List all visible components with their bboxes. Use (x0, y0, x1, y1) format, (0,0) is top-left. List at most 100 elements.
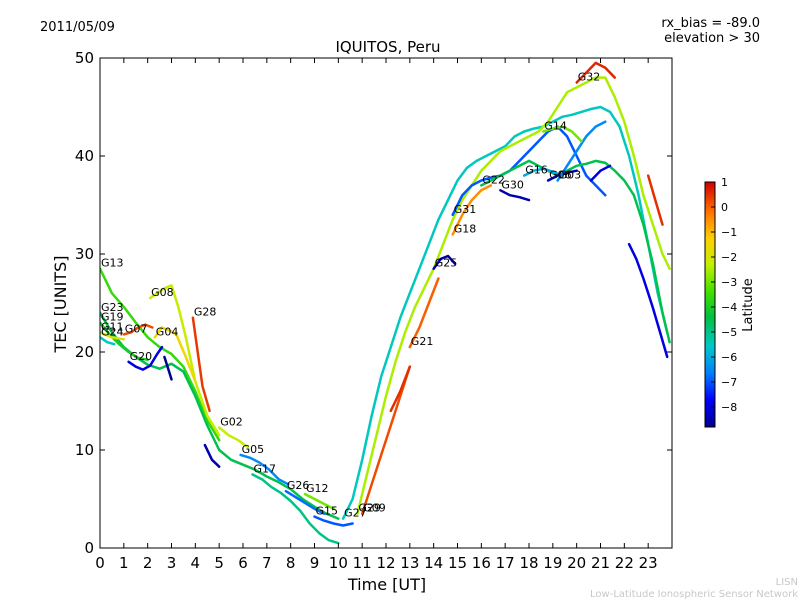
series-line-g25 (432, 254, 457, 270)
x-tick-label: 4 (191, 554, 201, 572)
x-tick-label: 18 (519, 554, 538, 572)
colorbar-tick-label: −8 (721, 401, 737, 414)
series-line-g24 (100, 336, 116, 346)
x-tick-label: 22 (615, 554, 634, 572)
x-tick-label: 10 (329, 554, 348, 572)
series-line-g05 (239, 453, 290, 486)
series-line-g09 (360, 365, 412, 515)
date-label: 2011/05/09 (40, 20, 115, 35)
series-line-g32 (575, 61, 617, 84)
x-tick-label: 3 (167, 554, 177, 572)
x-tick-label: 15 (448, 554, 467, 572)
bias-label: rx_bias = -89.0 (661, 16, 760, 31)
series-line-g18 (451, 184, 493, 236)
series-label-g08: G08 (151, 286, 174, 299)
colorbar-tick-label: 0 (721, 201, 728, 214)
series-label-g23: G23 (101, 301, 124, 314)
x-tick-label: 23 (639, 554, 658, 572)
series-line-g30 (499, 189, 531, 202)
colorbar-tick-label: −7 (721, 376, 737, 389)
x-tick-label: 16 (472, 554, 491, 572)
series-label-g21: G21 (411, 335, 434, 348)
y-axis-title: TEC [UNITS] (51, 256, 70, 354)
series-line-g11 (100, 331, 126, 341)
x-tick-label: 19 (543, 554, 562, 572)
series-label-g25: G25 (435, 257, 458, 270)
colorbar-tick-label: −2 (721, 251, 737, 264)
series-line-g22 (480, 159, 671, 344)
series-label-g18: G18 (454, 222, 477, 235)
colorbar-gradient (704, 181, 716, 428)
series-line-g08 (148, 284, 221, 437)
x-tick-label: 7 (262, 554, 272, 572)
x-tick-label: 6 (238, 554, 248, 572)
series-label-g32: G32 (578, 71, 601, 84)
series-line-g02 (217, 426, 250, 449)
plot-frame (99, 57, 673, 549)
y-tick-label: 10 (75, 441, 94, 459)
series-label-g27: G27 (344, 507, 367, 520)
series-label-g05: G05 (242, 443, 265, 456)
series-line-g12 (303, 492, 335, 511)
series-label-g20: G20 (130, 350, 153, 363)
series-line-g07 (122, 323, 154, 336)
colorbar-tick-label: 1 (721, 176, 728, 189)
x-tick-label: 5 (214, 554, 224, 572)
series-label-g04: G04 (156, 325, 179, 338)
series-line-g26 (284, 489, 326, 515)
series-label-g30: G30 (501, 178, 524, 191)
x-tick-label: 8 (286, 554, 296, 572)
series-line-g27 (341, 105, 669, 520)
x-tick-label: 21 (591, 554, 610, 572)
series-line-g14 (542, 125, 583, 143)
series-line-g20 (127, 345, 164, 371)
y-tick-label: 20 (75, 343, 94, 361)
series-label-g29: G29 (358, 502, 381, 515)
x-tick-label: 11 (353, 554, 372, 572)
colorbar-tick-label: −4 (721, 301, 737, 314)
colorbar-tick-label: −6 (721, 351, 737, 364)
credit-lisn: LISN (776, 577, 798, 588)
x-tick-label: 17 (496, 554, 515, 572)
x-tick-label: 14 (424, 554, 443, 572)
series-segment-1 (627, 242, 669, 359)
series-label-g11: G11 (101, 320, 124, 333)
series-label-g06: G06 (549, 169, 572, 182)
series-line-g16 (522, 167, 564, 177)
y-tick-label: 40 (75, 147, 94, 165)
series-line-g29 (356, 76, 671, 515)
series-line-g31 (451, 125, 607, 217)
x-tick-label: 20 (567, 554, 586, 572)
x-tick-label: 2 (143, 554, 153, 572)
series-label-g12: G12 (306, 482, 329, 495)
series-label-g26: G26 (287, 479, 310, 492)
x-tick-label: 1 (119, 554, 129, 572)
series-line-g04 (153, 326, 197, 383)
series-label-g15: G15 (316, 505, 339, 518)
colorbar-title: Latitude (741, 278, 756, 332)
credit-network: Low-Latitude Ionospheric Sensor Network (590, 589, 798, 600)
series-label-g31: G31 (454, 203, 477, 216)
chart-title: IQUITOS, Peru (335, 38, 440, 56)
series-label-g14: G14 (544, 120, 567, 133)
series-segment-2 (646, 174, 664, 226)
series-line-g17 (251, 473, 340, 545)
series-label-g28: G28 (194, 306, 217, 319)
y-tick-label: 50 (75, 49, 94, 67)
series-label-g19: G19 (101, 311, 124, 324)
series-line-g19 (100, 321, 149, 362)
series-label-g17: G17 (254, 463, 277, 476)
x-tick-label: 0 (95, 554, 105, 572)
series-label-g03: G03 (559, 169, 582, 182)
series-label-g13: G13 (101, 257, 124, 270)
series-line-g15 (313, 515, 354, 527)
series-line-g21 (408, 277, 440, 349)
elevation-label: elevation > 30 (664, 31, 760, 46)
y-tick-label: 30 (75, 245, 94, 263)
series-label-g07: G07 (125, 322, 148, 335)
x-tick-label: 9 (310, 554, 320, 572)
series-label-g22: G22 (482, 173, 505, 186)
series-label-g16: G16 (525, 164, 548, 177)
